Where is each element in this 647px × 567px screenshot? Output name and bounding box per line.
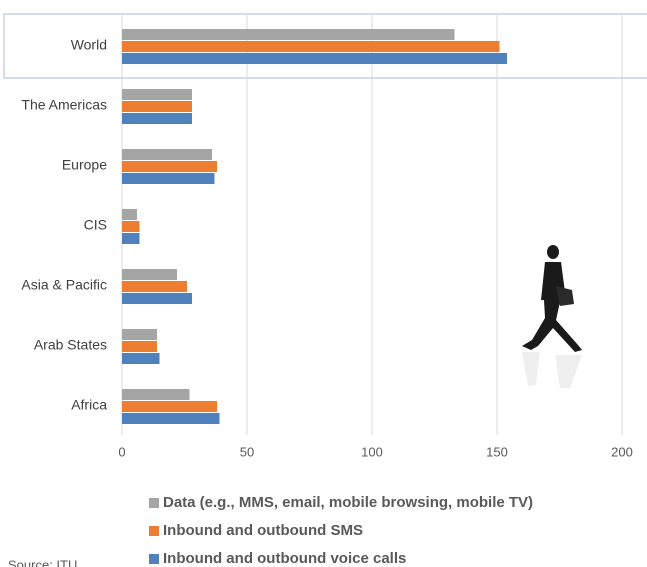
legend-label: Inbound and outbound voice calls: [163, 550, 406, 567]
bar: [122, 233, 140, 244]
legend-label: Data (e.g., MMS, email, mobile browsing,…: [163, 494, 533, 511]
bar: [122, 161, 217, 172]
y-tick-label: Europe: [62, 157, 107, 173]
y-tick-label: The Americas: [21, 97, 107, 113]
highlight-box: [3, 13, 647, 79]
y-tick-label: Arab States: [34, 337, 107, 353]
source-note: Source: ITU: [8, 557, 77, 567]
bar: [122, 341, 157, 352]
bar: [122, 41, 500, 52]
legend-label: Inbound and outbound SMS: [163, 522, 363, 539]
bar: [122, 269, 177, 280]
y-tick-label: CIS: [84, 217, 107, 233]
bar: [122, 29, 455, 40]
bar: [122, 329, 157, 340]
bar: [122, 413, 220, 424]
x-tick-label: 100: [361, 444, 383, 459]
bar: [122, 389, 190, 400]
x-tick-label: 50: [240, 444, 254, 459]
bar: [122, 53, 507, 64]
bar: [122, 149, 212, 160]
legend-swatch: [149, 526, 159, 536]
bar: [122, 281, 187, 292]
y-tick-label: World: [71, 37, 107, 53]
legend-swatch: [149, 498, 159, 508]
bar: [122, 113, 192, 124]
y-tick-label: Asia & Pacific: [21, 277, 107, 293]
bar: [122, 221, 140, 232]
bar: [122, 209, 137, 220]
x-tick-label: 150: [486, 444, 508, 459]
walking-person: [522, 245, 582, 388]
bar: [122, 173, 215, 184]
y-tick-label: Africa: [71, 397, 107, 413]
bar: [122, 101, 192, 112]
bar: [122, 89, 192, 100]
bar: [122, 401, 217, 412]
x-tick-label: 200: [611, 444, 633, 459]
bar: [122, 293, 192, 304]
bar: [122, 353, 160, 364]
legend-swatch: [149, 554, 159, 564]
x-tick-label: 0: [118, 444, 125, 459]
